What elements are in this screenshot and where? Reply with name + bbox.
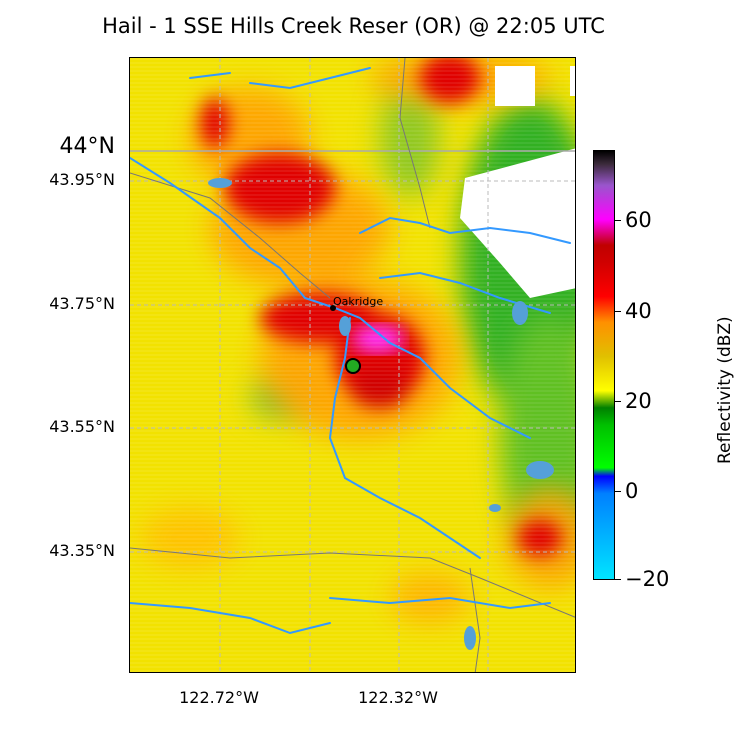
colorbar-tick bbox=[615, 220, 621, 221]
lat-lon-grid bbox=[130, 58, 575, 672]
lat-label-4395: 43.95°N bbox=[49, 170, 115, 189]
hail-report-marker bbox=[345, 358, 361, 374]
colorbar-unit-label: Reflectivity (dBZ) bbox=[715, 316, 735, 464]
reflectivity-colorbar bbox=[593, 150, 615, 580]
colorbar-tick bbox=[615, 579, 621, 580]
colorbar-tick bbox=[615, 491, 621, 492]
plot-title: Hail - 1 SSE Hills Creek Reser (OR) @ 22… bbox=[102, 14, 605, 38]
lon-label-12232: 122.32°W bbox=[358, 688, 438, 707]
colorbar-label-0: 0 bbox=[625, 479, 639, 503]
colorbar-tick bbox=[615, 401, 621, 402]
colorbar-tick bbox=[615, 311, 621, 312]
lat-label-4335: 43.35°N bbox=[49, 541, 115, 560]
colorbar-label-20: 20 bbox=[625, 389, 652, 413]
city-dot-oakridge bbox=[330, 305, 336, 311]
radar-reflectivity-layer: Oakridge bbox=[130, 58, 575, 672]
lat-label-44: 44°N bbox=[59, 134, 115, 159]
county-borders bbox=[130, 58, 575, 672]
radar-map[interactable]: Oakridge bbox=[129, 57, 576, 673]
lakes bbox=[208, 178, 554, 650]
colorbar-label-60: 60 bbox=[625, 208, 652, 232]
lat-label-4355: 43.55°N bbox=[49, 417, 115, 436]
lat-label-4375: 43.75°N bbox=[49, 294, 115, 313]
lon-label-12272: 122.72°W bbox=[179, 688, 259, 707]
city-label-oakridge: Oakridge bbox=[333, 295, 383, 308]
colorbar-label-neg20: −20 bbox=[625, 567, 670, 591]
colorbar-label-40: 40 bbox=[625, 299, 652, 323]
